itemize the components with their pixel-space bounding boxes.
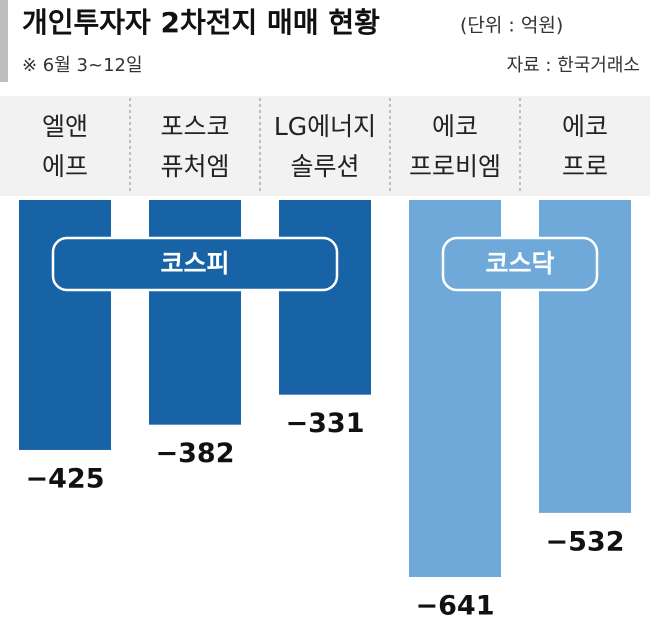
value-label: −532 <box>546 526 625 557</box>
category-label: 프로비엠 <box>409 152 501 181</box>
category-label: 포스코 <box>160 112 229 141</box>
category-label: 에프 <box>42 152 88 181</box>
legend-label: 코스닥 <box>485 249 554 278</box>
category-label: 퓨처엠 <box>160 152 229 181</box>
value-label: −382 <box>156 438 235 469</box>
value-label: −641 <box>416 591 495 622</box>
note: ※ 6월 3~12일 <box>22 55 143 76</box>
category-label: 프로 <box>562 152 608 181</box>
title-accent <box>0 0 8 82</box>
category-label: 솔루션 <box>290 152 359 181</box>
legend-label: 코스피 <box>160 249 229 278</box>
source: 자료 : 한국거래소 <box>507 55 640 76</box>
bar <box>149 200 241 425</box>
legend-badge <box>51 236 339 292</box>
chart-title: 개인투자자 2차전지 매매 현황 <box>22 6 380 39</box>
bar <box>279 200 371 395</box>
unit: (단위 : 억원) <box>460 15 563 37</box>
category-label: 에코 <box>562 112 608 141</box>
value-label: −425 <box>26 463 105 494</box>
legend-badge <box>441 236 599 292</box>
value-label: −331 <box>286 408 365 439</box>
category-label: 엘앤 <box>42 112 88 141</box>
category-label: 에코 <box>432 112 478 141</box>
category-band <box>0 96 650 196</box>
category-label: LG에너지 <box>274 112 376 141</box>
